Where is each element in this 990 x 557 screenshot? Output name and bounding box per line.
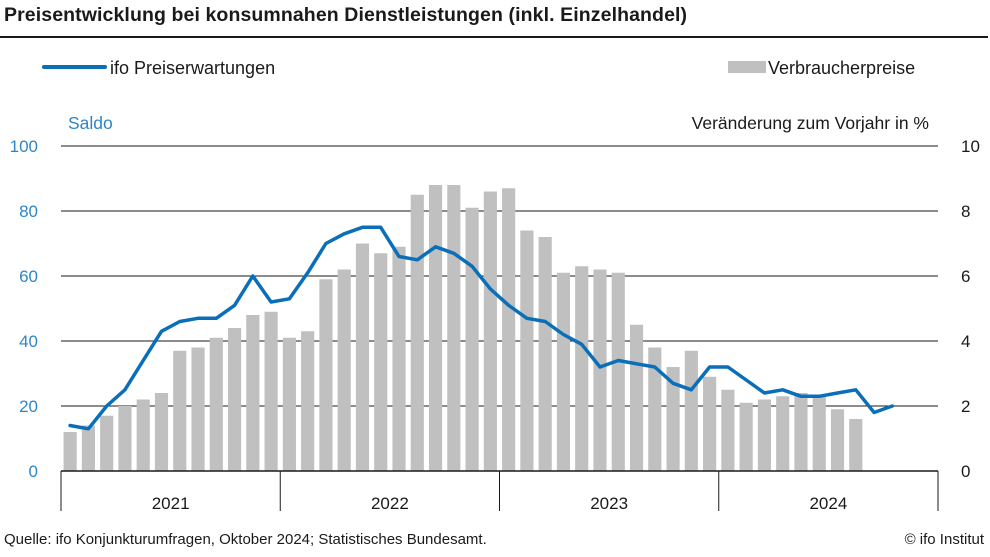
bar-2024-03	[757, 399, 772, 471]
bar-2021-10	[227, 328, 242, 471]
axes	[60, 470, 939, 511]
title-divider	[0, 36, 988, 38]
left-axis-title: Saldo	[68, 113, 113, 133]
left-tick-label: 40	[19, 332, 38, 351]
right-tick-label: 0	[961, 462, 970, 481]
bar-2023-06	[593, 269, 607, 471]
right-tick-label: 4	[961, 332, 970, 351]
bar-2023-05	[575, 266, 589, 471]
bar-2021-05	[136, 399, 150, 471]
left-tick-label: 20	[19, 397, 38, 416]
bar-2022-03	[319, 279, 333, 471]
bar-2024-02	[739, 402, 753, 471]
bar-2021-09	[209, 337, 223, 471]
chart-title: Preisentwicklung bei konsumnahen Dienstl…	[4, 4, 688, 26]
bar-2022-11	[465, 207, 479, 471]
bar-2023-08	[629, 324, 644, 471]
x-tick-label: 2022	[371, 494, 409, 513]
bar-2021-04	[118, 406, 132, 471]
bar-2021-01	[63, 432, 77, 471]
bar-2021-06	[154, 393, 169, 471]
bar-2023-01	[502, 188, 516, 471]
left-tick-label: 100	[10, 137, 38, 156]
bar-2024-05	[794, 393, 808, 471]
bar-2023-04	[556, 272, 571, 471]
x-tick-label: 2021	[152, 494, 190, 513]
line-series-path	[68, 225, 895, 431]
bar-2021-02	[81, 425, 95, 471]
bar-2023-07	[611, 272, 625, 471]
bar-2024-06	[812, 396, 826, 471]
legend-bar-label: Verbraucherpreise	[768, 58, 915, 78]
copyright-note: © ifo Institut	[904, 531, 984, 548]
bar-2022-09	[428, 185, 443, 471]
bar-2023-09	[648, 347, 662, 471]
left-tick-label: 60	[19, 267, 38, 286]
bar-2023-02	[520, 230, 534, 471]
bar-2022-12	[483, 191, 497, 471]
legend-bar-swatch	[728, 61, 766, 73]
legend-line-label: ifo Preiserwartungen	[110, 58, 275, 78]
bar-series	[63, 185, 863, 471]
bar-2022-05	[355, 243, 370, 471]
bar-2024-01	[721, 389, 735, 471]
x-tick-label: 2023	[590, 494, 628, 513]
bar-2022-06	[374, 253, 388, 471]
bar-2021-03	[100, 415, 114, 471]
right-tick-label: 8	[961, 202, 970, 221]
bar-2023-12	[703, 376, 717, 471]
bar-2022-01	[282, 337, 296, 471]
axis-labels: 0 20 40 60 80 100 0 2 4 6 8 10 Saldo Veränderung zum …	[10, 113, 980, 513]
bar-2023-11	[684, 350, 698, 471]
bar-2022-04	[337, 269, 351, 471]
bar-2024-07	[830, 409, 845, 471]
bar-2023-10	[666, 367, 680, 471]
bar-2023-03	[538, 237, 552, 471]
bar-2024-08	[849, 419, 863, 471]
bar-2021-08	[191, 347, 205, 471]
left-tick-label: 80	[19, 202, 38, 221]
bar-2021-07	[173, 350, 187, 471]
right-axis-title: Veränderung zum Vorjahr in %	[692, 113, 929, 133]
bar-2022-07	[392, 246, 406, 471]
x-tick-label: 2024	[809, 494, 847, 513]
source-note: Quelle: ifo Konjunkturumfragen, Oktober …	[4, 531, 487, 548]
bar-2021-12	[264, 311, 278, 471]
bar-2022-02	[301, 331, 315, 471]
right-tick-label: 6	[961, 267, 970, 286]
bar-2021-11	[246, 315, 260, 471]
bar-2022-10	[447, 185, 461, 471]
legend: ifo Preiserwartungen Verbraucherpreise	[42, 58, 915, 78]
gridlines	[61, 145, 938, 407]
bar-2022-08	[410, 194, 424, 471]
bar-2024-04	[776, 396, 790, 471]
left-tick-label: 0	[29, 462, 38, 481]
right-tick-label: 2	[961, 397, 970, 416]
right-tick-label: 10	[961, 137, 980, 156]
